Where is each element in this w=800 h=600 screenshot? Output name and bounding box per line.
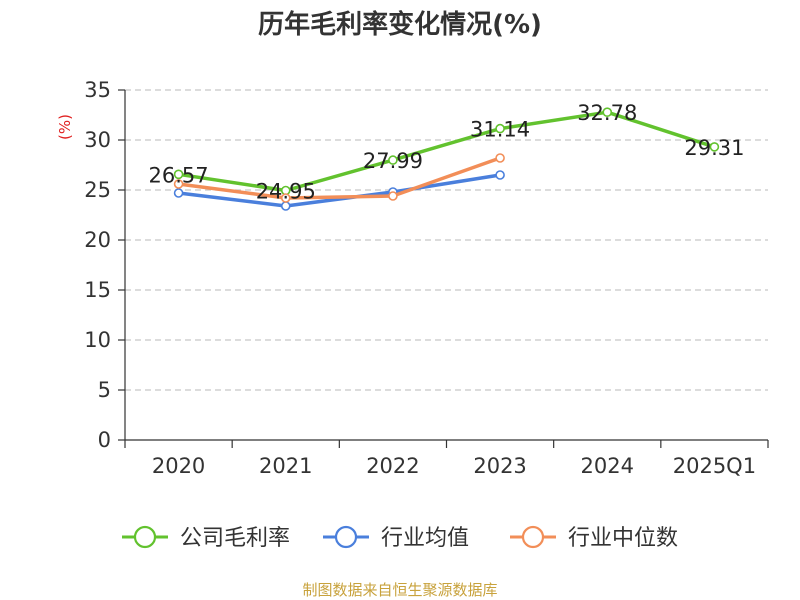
point-2-2021: [280, 193, 291, 203]
legend-item-0[interactable]: 公司毛利率: [122, 525, 290, 551]
legend[interactable]: 公司毛利率 行业均值 行业中位数: [122, 525, 678, 551]
x-tick-label-2023: 2023: [473, 454, 526, 478]
point-1-2020: [173, 188, 184, 198]
legend-label-2: 行业中位数: [568, 526, 678, 551]
y-tick-label-5: 5: [98, 378, 111, 402]
data-label-2022: 27.99: [363, 149, 423, 173]
y-tick-label-25: 25: [84, 178, 111, 202]
data-label-2021: 24.95: [256, 180, 316, 204]
x-tick-label-2025Q1: 2025Q1: [673, 454, 756, 478]
x-tick-labels: 2020 2021 2022 2023 2024 2025Q1: [152, 454, 756, 478]
x-tick-label-2020: 2020: [152, 454, 205, 478]
x-tick-label-2022: 2022: [366, 454, 419, 478]
y-tick-label-20: 20: [84, 228, 111, 252]
point-2-2020: [173, 179, 184, 189]
legend-label-1: 行业均值: [381, 526, 469, 551]
point-0-2022: [388, 155, 398, 165]
data-label-2020: 26.57: [149, 163, 209, 187]
point-1-2023: [495, 170, 505, 180]
series-line-0: [178, 110, 715, 193]
y-tick-labels: 0 5 10 15 20 25 30 35: [84, 78, 111, 452]
point-0-2023: [495, 123, 505, 134]
chart-title: 历年毛利率变化情况(%): [258, 9, 542, 40]
legend-item-2[interactable]: 行业中位数: [510, 525, 678, 551]
data-labels: 26.57 24.95 27.99 31.14 32.78 29.31: [149, 101, 745, 203]
point-2-2023: [495, 153, 505, 163]
point-2-2022: [388, 191, 398, 201]
source-note: 制图数据来自恒生聚源数据库: [302, 581, 497, 599]
legend-swatch-marker-0: [133, 525, 157, 549]
series-line-2: [178, 156, 501, 200]
legend-item-1[interactable]: 行业均值: [323, 525, 469, 551]
legend-swatch-marker-1: [334, 525, 358, 549]
data-label-2023: 31.14: [470, 118, 530, 142]
series-lines: [173, 107, 720, 211]
y-tick-label-15: 15: [84, 278, 111, 302]
series-line-1: [178, 173, 501, 208]
y-axis-label: (%): [56, 114, 74, 140]
legend-swatch-marker-2: [521, 525, 545, 549]
y-tick-label-30: 30: [84, 128, 111, 152]
y-tick-label-0: 0: [98, 428, 111, 452]
data-label-2024: 32.78: [577, 101, 637, 125]
data-label-2025Q1: 29.31: [684, 136, 744, 160]
y-tick-label-35: 35: [84, 78, 111, 102]
x-tick-label-2024: 2024: [581, 454, 634, 478]
grid-lines: [125, 89, 768, 391]
point-0-2024: [602, 107, 613, 117]
point-0-2020: [173, 169, 184, 180]
point-0-2025Q1: [709, 142, 720, 152]
y-tick-label-10: 10: [84, 328, 111, 352]
x-tick-label-2021: 2021: [259, 454, 312, 478]
legend-label-0: 公司毛利率: [180, 526, 290, 551]
axes: [118, 89, 769, 448]
